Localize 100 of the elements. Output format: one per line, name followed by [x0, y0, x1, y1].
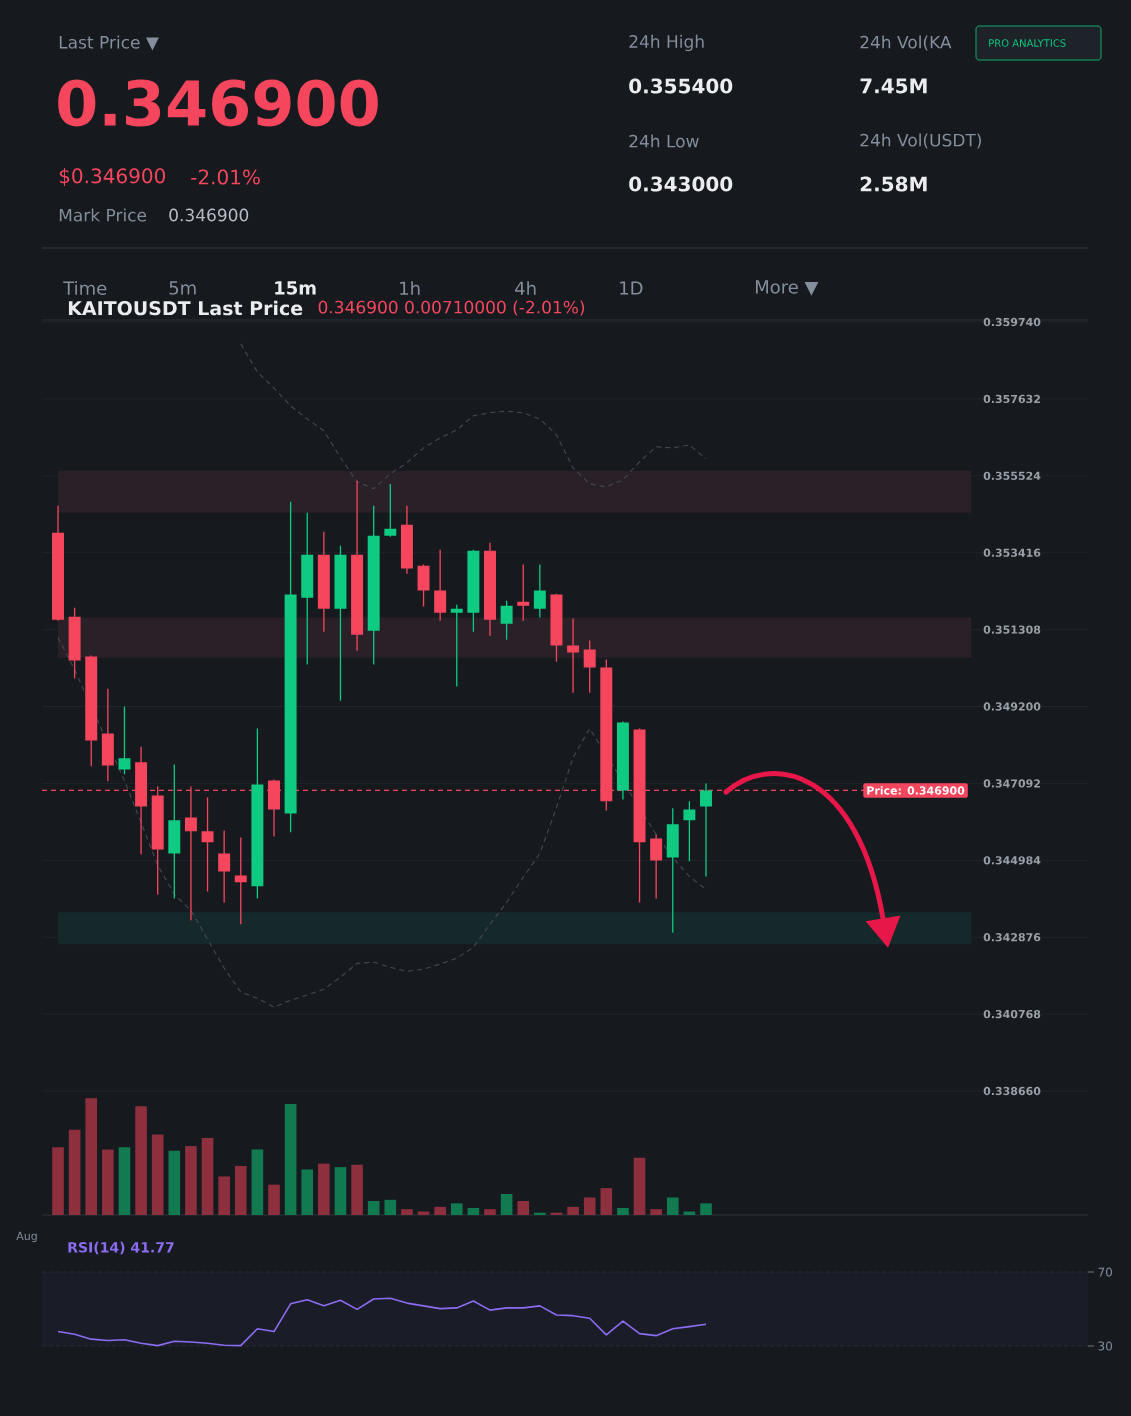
candlestick [168, 764, 181, 899]
text: Aug [16, 1231, 37, 1243]
bar [102, 1149, 114, 1216]
y-tick-label: 0.355524 [983, 471, 1041, 480]
bar [218, 1176, 230, 1216]
candlestick [384, 483, 397, 537]
text: More ▼ [755, 280, 819, 296]
candlestick [218, 830, 231, 903]
text: 4h [515, 281, 536, 295]
candlestick [284, 501, 297, 833]
candlestick [301, 512, 314, 665]
text: $0.346900 [59, 167, 165, 187]
y-tick-label: 70 [1098, 1267, 1113, 1277]
bar [700, 1203, 712, 1216]
bar [234, 1165, 247, 1216]
y-tick-label: 0.359740 [983, 317, 1041, 327]
text: PRO ANALYTICS [989, 39, 1066, 47]
bar [85, 1098, 98, 1216]
bar [284, 1104, 297, 1216]
candlestick [434, 549, 447, 621]
chart-title: KAITOUSDT Last Price [68, 300, 303, 316]
y-tick-label: 0.344984 [983, 856, 1041, 865]
text: 5m [169, 281, 196, 295]
candlestick [484, 542, 496, 636]
candlestick [616, 721, 629, 800]
bar [318, 1163, 330, 1216]
candlestick [467, 549, 480, 632]
bar [517, 1200, 530, 1216]
bar [600, 1188, 613, 1216]
text: 0.346900 [58, 79, 378, 127]
bar [118, 1147, 131, 1216]
bar [401, 1209, 413, 1216]
bar [650, 1209, 662, 1216]
y-tick-label: 0.340768 [983, 1009, 1041, 1019]
candlestick [68, 607, 81, 679]
candlestick [700, 783, 712, 877]
text: 1h [400, 281, 420, 295]
bar [334, 1167, 347, 1216]
bar [367, 1200, 380, 1216]
bar [617, 1208, 629, 1216]
text: 15m [275, 281, 316, 295]
candlestick [251, 728, 264, 899]
bar [301, 1169, 314, 1216]
text: 1D [620, 281, 643, 295]
text: Last Price ▼ [59, 35, 159, 51]
bar [52, 1147, 64, 1216]
chart-title: RSI(14) 41.77 [68, 1241, 174, 1255]
y-tick-label: 0.338660 [983, 1086, 1041, 1096]
text: 24h High [629, 34, 704, 52]
candlestick [533, 564, 546, 618]
bar [268, 1184, 280, 1216]
text: 2.58M [860, 176, 927, 192]
candlestick [650, 834, 663, 899]
bar [68, 1129, 81, 1216]
candlestick [683, 801, 696, 862]
candlestick [666, 808, 679, 933]
text: 7.45M [860, 78, 927, 94]
candlestick [351, 480, 364, 651]
candlestick [118, 706, 131, 775]
candlestick [367, 505, 380, 665]
y-tick-label: 0.353416 [983, 548, 1041, 557]
line-series [240, 343, 707, 490]
candlestick [101, 688, 114, 782]
bar [467, 1208, 480, 1216]
bar [633, 1157, 646, 1216]
candlestick [317, 531, 330, 632]
y-tick-label: 0.349200 [983, 702, 1041, 711]
bar [168, 1150, 181, 1216]
bar [434, 1206, 446, 1216]
line-series [57, 1297, 707, 1347]
y-tick-label: 0.357632 [983, 394, 1040, 404]
bar [450, 1203, 463, 1216]
text: 24h Low [629, 134, 699, 148]
bar [384, 1199, 397, 1216]
y-tick-label: 0.342876 [983, 933, 1041, 942]
text: 0.346900 [169, 208, 249, 222]
y-tick-label: 30 [1098, 1341, 1113, 1351]
candlestick [550, 593, 563, 662]
bar [251, 1149, 264, 1216]
bar [666, 1197, 679, 1216]
candlestick [417, 564, 430, 607]
candlestick [583, 640, 596, 693]
bar [185, 1146, 197, 1216]
candlestick [85, 655, 98, 767]
ref-line-label: Price: 0.346900 [867, 786, 965, 795]
text: -2.01% [191, 169, 260, 185]
candlestick [400, 505, 413, 574]
text: 0.355400 [629, 78, 733, 94]
bar [500, 1193, 513, 1216]
bar [567, 1206, 579, 1216]
bar [201, 1137, 214, 1216]
bar [583, 1197, 596, 1216]
bar [351, 1164, 363, 1216]
text: Time [63, 281, 107, 295]
text: 24h Vol(KA [860, 35, 952, 51]
bar [151, 1134, 164, 1216]
line-series [57, 637, 707, 1008]
candlestick [201, 797, 214, 892]
candlestick [500, 600, 513, 640]
y-tick-label: 0.347092 [983, 779, 1040, 788]
